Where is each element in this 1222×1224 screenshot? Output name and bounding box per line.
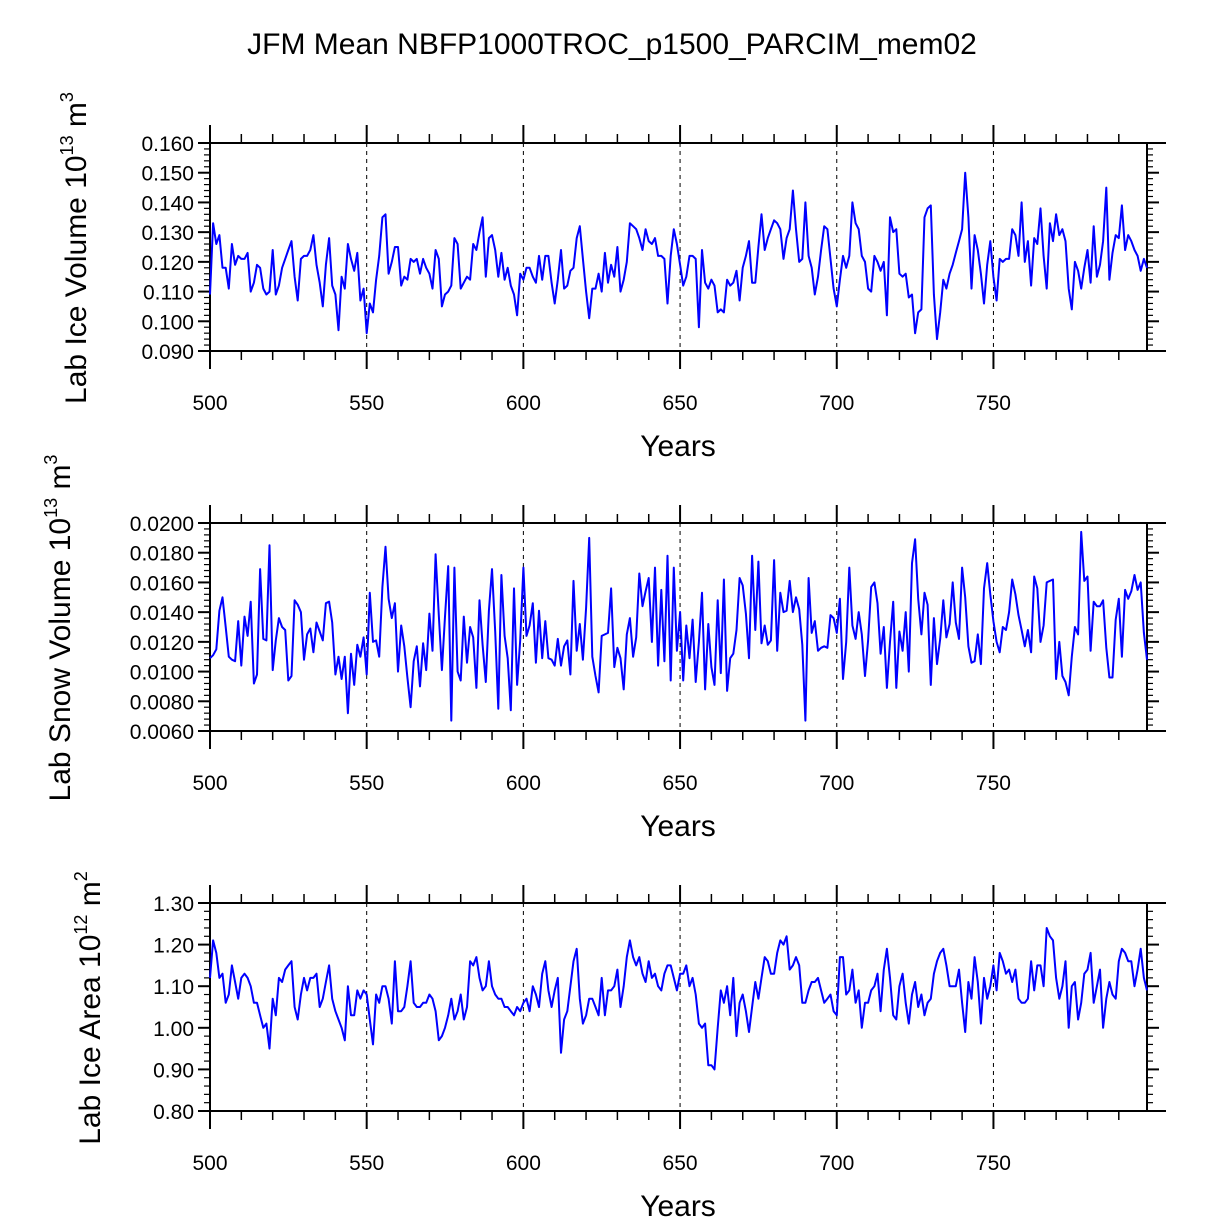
p0-x-tick-label: 550 (349, 392, 384, 415)
p1-y-tick-label: 0.0200 (130, 513, 194, 536)
p2-y-tick-label: 1.20 (153, 935, 194, 958)
p0-y-tick-label: 0.100 (141, 311, 194, 334)
p0-y-tick-label: 0.120 (141, 252, 194, 275)
p1-x-tick-label: 700 (819, 772, 854, 795)
panel-ice-volume-plot: 500 550 600 650 700 750 0.090 0.100 0.110 0.120 0.… (141, 125, 1166, 415)
p1-x-tick-label: 750 (976, 772, 1011, 795)
panel-ice-area-ylabel: Lab Ice Area 1012 m2 (71, 871, 107, 1145)
p0-y-tick-label: 0.150 (141, 163, 194, 186)
p1-y-tick-label: 0.0160 (130, 572, 194, 595)
p0-series-line (209, 171, 1148, 341)
p1-series-line (209, 530, 1148, 722)
p1-y-tick-label: 0.0100 (130, 662, 194, 685)
p2-y-tick-label: 0.90 (153, 1059, 194, 1082)
p2-plot-frame (209, 902, 1148, 1112)
panel-ice-area: 500 550 600 650 700 750 0.80 0.90 1.00 1.10 1.20 1.… (71, 871, 1166, 1223)
p2-x-tick-label: 600 (506, 1152, 541, 1175)
p1-x-tick-label: 550 (349, 772, 384, 795)
panel-ice-volume-xlabel: Years (640, 430, 716, 463)
p0-plot-frame (209, 142, 1148, 352)
p1-x-tick-label: 600 (506, 772, 541, 795)
p1-x-tick-label: 500 (192, 772, 227, 795)
p0-x-tick-label: 500 (192, 392, 227, 415)
p1-plot-frame (209, 522, 1148, 732)
p0-x-tick-label: 700 (819, 392, 854, 415)
p2-x-tick-label: 650 (663, 1152, 698, 1175)
chart-title: JFM Mean NBFP1000TROC_p1500_PARCIM_mem02 (247, 28, 977, 61)
panel-snow-volume-ylabel: Lab Snow Volume 1013 m3 (41, 455, 77, 802)
panel-ice-volume: 500 550 600 650 700 750 0.090 0.100 0.110 0.120 0.… (57, 92, 1166, 463)
p2-y-tick-label: 0.80 (153, 1101, 194, 1124)
p1-y-tick-label: 0.0180 (130, 543, 194, 566)
panel-ice-area-plot: 500 550 600 650 700 750 0.80 0.90 1.00 1.10 1.20 1.… (153, 885, 1166, 1175)
panel-ice-area-xlabel: Years (640, 1190, 716, 1223)
p1-y-tick-label: 0.0140 (130, 602, 194, 625)
p0-x-tick-label: 600 (506, 392, 541, 415)
p1-y-tick-label: 0.0080 (130, 691, 194, 714)
p2-y-tick-label: 1.10 (153, 976, 194, 999)
panel-ice-volume-ylabel: Lab Ice Volume 1013 m3 (57, 92, 93, 404)
p0-y-tick-label: 0.140 (141, 192, 194, 215)
panel-snow-volume-xlabel: Years (640, 810, 716, 843)
p0-y-tick-label: 0.110 (143, 282, 194, 305)
p2-x-tick-label: 500 (192, 1152, 227, 1175)
p0-x-tick-label: 750 (976, 392, 1011, 415)
p2-x-tick-label: 550 (349, 1152, 384, 1175)
p0-y-tick-label: 0.130 (141, 222, 194, 245)
p0-y-tick-label: 0.160 (141, 133, 194, 156)
panel-snow-volume: 500 550 600 650 700 750 0.0060 0.0080 0.0100 0.01… (41, 455, 1166, 843)
p0-x-tick-label: 650 (663, 392, 698, 415)
p2-y-tick-label: 1.30 (153, 893, 194, 916)
p1-y-tick-label: 0.0120 (130, 632, 194, 655)
panel-snow-volume-plot: 500 550 600 650 700 750 0.0060 0.0080 0.0100 0.01… (130, 505, 1166, 795)
p2-series-line (209, 927, 1148, 1071)
p2-x-tick-label: 750 (976, 1152, 1011, 1175)
p0-y-tick-label: 0.090 (141, 341, 194, 364)
p2-y-tick-label: 1.00 (153, 1018, 194, 1041)
p2-x-tick-label: 700 (819, 1152, 854, 1175)
p1-x-tick-label: 650 (663, 772, 698, 795)
p1-y-tick-label: 0.0060 (130, 721, 194, 744)
